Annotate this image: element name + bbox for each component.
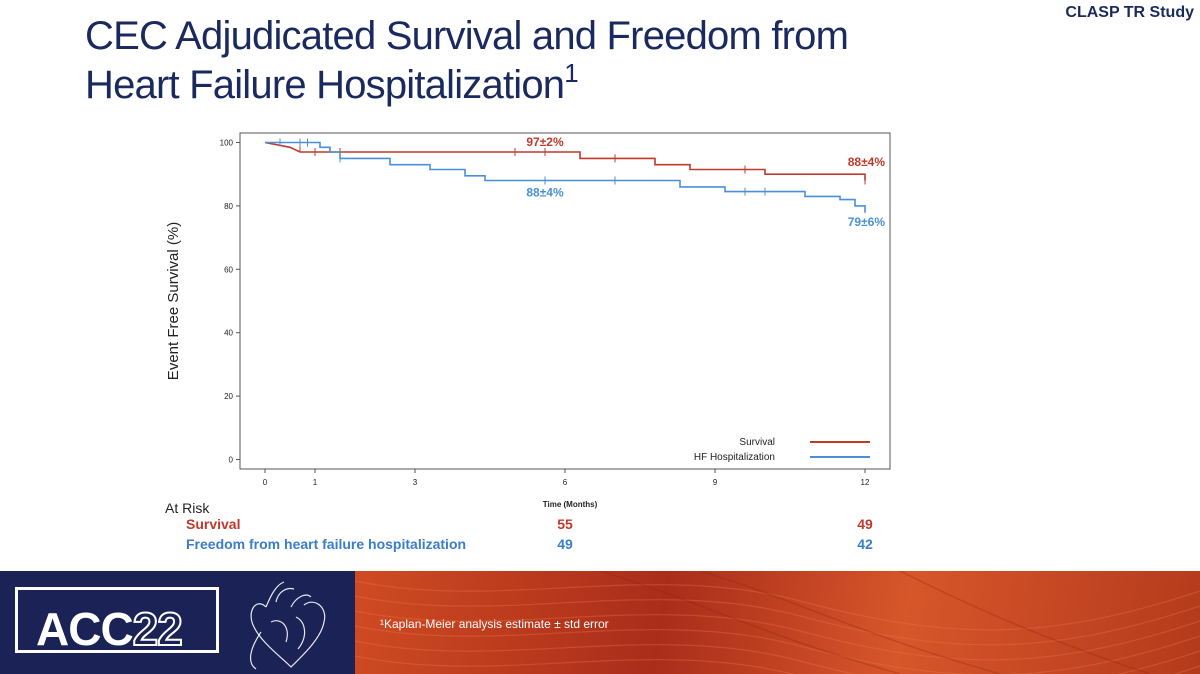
at-risk-row: Freedom from heart failure hospitalizati… [165, 536, 905, 556]
at-risk-row-label: Freedom from heart failure hospitalizati… [186, 536, 467, 552]
at-risk-count: 49 [557, 536, 573, 552]
series-line-0 [264, 141, 866, 181]
data-label: 88±4% [848, 155, 886, 169]
logo-prefix: ACC [36, 603, 134, 655]
legend-label: Survival [739, 437, 775, 448]
y-tick-label: 0 [229, 455, 234, 464]
at-risk-row-label: Survival [186, 516, 241, 532]
page-title: CEC Adjudicated Survival and Freedom fro… [85, 12, 1045, 110]
plot-frame [239, 132, 891, 470]
conference-logo-panel: ACC22 [0, 571, 355, 674]
y-axis-label: Event Free Survival (%) [165, 222, 182, 380]
annotation-layer: 97±2% 88±4% 88±4% 79±6% [526, 135, 885, 229]
x-tick-label: 0 [263, 478, 268, 487]
at-risk-count: 42 [857, 536, 873, 552]
x-tick-label: 3 [413, 478, 418, 487]
legend-label: HF Hospitalization [694, 452, 775, 463]
km-chart: 0 20 40 60 80 100 0 1 3 6 9 12 Event Free Survival… [165, 132, 891, 509]
study-tag: CLASP TR Study [1065, 4, 1194, 21]
x-tick-label: 1 [313, 478, 318, 487]
at-risk-row: Survival 55 49 [165, 516, 905, 536]
title-line-1: CEC Adjudicated Survival and Freedom fro… [85, 14, 849, 58]
legend: Survival HF Hospitalization [694, 437, 870, 463]
series-line-1 [265, 141, 866, 213]
title-line-2: Heart Failure Hospitalization1 [85, 58, 1045, 110]
x-axis-label: Time (Months) [543, 500, 598, 509]
at-risk-heading: At Risk [165, 500, 210, 516]
y-tick-label: 60 [224, 265, 233, 274]
y-tick-label: 100 [220, 139, 234, 148]
logo-year: 22 [132, 602, 184, 656]
data-label: 79±6% [848, 215, 886, 229]
footer-band: ACC22 ¹Kaplan-Meier analysis estimate ± … [0, 571, 1200, 674]
x-tick-label: 6 [563, 478, 568, 487]
y-tick-label: 40 [224, 329, 233, 338]
series-layer [264, 138, 866, 214]
at-risk-count: 55 [557, 516, 573, 532]
data-label: 97±2% [526, 135, 564, 149]
x-tick-label: 12 [861, 478, 870, 487]
data-label: 88±4% [526, 186, 564, 200]
conference-logo: ACC22 [15, 587, 219, 656]
title-footnote-marker: 1 [564, 58, 578, 88]
y-tick-label: 20 [224, 392, 233, 401]
title-line-2-text: Heart Failure Hospitalization [85, 63, 565, 107]
at-risk-count: 49 [857, 516, 873, 532]
at-risk-table: At Risk Survival 55 49 Freedom from heart f… [165, 500, 905, 560]
footer-wave-pattern [354, 571, 1200, 674]
y-tick-label: 80 [224, 202, 233, 211]
x-axis: 0 1 3 6 9 12 [263, 469, 870, 487]
x-tick-label: 9 [713, 478, 718, 487]
conference-logo-text: ACC22 [36, 602, 184, 656]
heart-line-art-icon [249, 581, 326, 670]
footnote: ¹Kaplan-Meier analysis estimate ± std er… [380, 617, 609, 631]
y-axis: 0 20 40 60 80 100 [220, 139, 240, 464]
